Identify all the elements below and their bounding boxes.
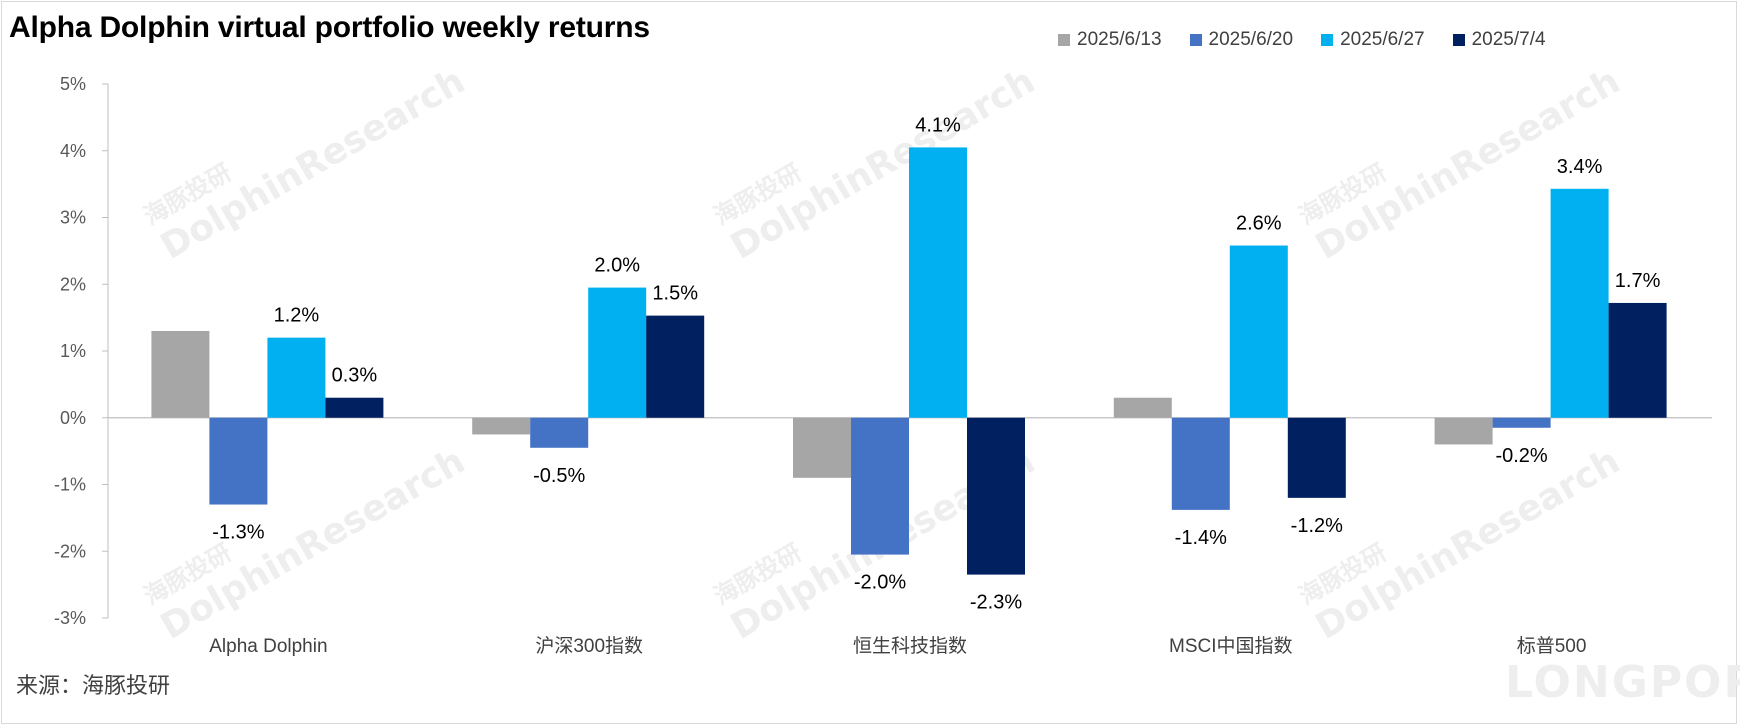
data-label: -2.0% — [854, 572, 906, 594]
watermark-brand-text: DolphinResearch — [1309, 441, 1627, 648]
legend-label: 2025/6/13 — [1077, 29, 1162, 50]
legend-item: 2025/6/27 — [1321, 28, 1425, 52]
bar — [1287, 417, 1346, 498]
watermark-logo-text: LONGPORT — [1505, 657, 1740, 708]
category-label: 沪深300指数 — [535, 635, 643, 657]
y-tick-label: 5% — [60, 74, 86, 94]
data-label: 4.1% — [915, 114, 961, 136]
bar — [209, 417, 268, 505]
bar — [325, 397, 384, 418]
bar — [472, 417, 531, 435]
legend-swatch — [1321, 34, 1334, 46]
data-label: 1.2% — [274, 305, 320, 327]
category-label: Alpha Dolphin — [209, 636, 327, 657]
legend-swatch — [1058, 34, 1070, 46]
bar — [793, 417, 851, 478]
data-label: -1.2% — [1291, 515, 1343, 537]
legend-label: 2025/6/20 — [1208, 29, 1294, 50]
y-tick-label: 3% — [60, 208, 86, 228]
bar — [1229, 245, 1288, 418]
data-labels-layer: -1.3% 1.2% 0.3% -0.5% 2.0% 1.5% -2.0% 4.1% -2.3%… — [212, 114, 1660, 613]
data-label: 0.3% — [332, 365, 378, 387]
legend-swatch — [1189, 34, 1202, 46]
bar — [267, 337, 326, 418]
data-label: -0.5% — [533, 465, 585, 487]
category-labels-layer: Alpha Dolphin 沪深300指数 恒生科技指数 MSCI中国指数 标普500 — [209, 635, 1586, 657]
y-tick-label: 1% — [60, 341, 86, 361]
bar — [646, 315, 705, 418]
data-label: -2.3% — [970, 592, 1022, 614]
data-label: -0.2% — [1495, 445, 1547, 467]
bar — [151, 330, 210, 418]
bar — [909, 147, 967, 418]
legend-item: 2025/6/20 — [1189, 28, 1294, 52]
legend-label: 2025/7/4 — [1471, 29, 1546, 50]
bars-layer — [151, 147, 1667, 575]
chart-title: Alpha Dolphin virtual portfolio weekly r… — [9, 11, 650, 44]
data-label: -1.4% — [1175, 527, 1227, 549]
category-label: 标普500 — [1517, 635, 1587, 657]
data-label: 1.7% — [1615, 270, 1661, 292]
bar — [530, 417, 589, 448]
data-label: 1.5% — [652, 283, 698, 305]
legend: 2025/6/13 2025/6/20 2025/6/27 2025/7/4 — [1058, 28, 1574, 52]
y-tick-label: 4% — [60, 141, 86, 161]
watermark-brand-text: DolphinResearch — [154, 61, 472, 268]
category-label: 恒生科技指数 — [853, 635, 967, 657]
bar — [1434, 417, 1493, 445]
source-note: 来源：海豚投研 — [16, 673, 171, 698]
watermark-brand-text: DolphinResearch — [154, 441, 472, 648]
bar — [1550, 188, 1609, 418]
y-tick-label: -3% — [54, 608, 86, 628]
bar — [851, 417, 909, 555]
y-tick-label: 2% — [60, 274, 86, 294]
bar — [967, 417, 1025, 575]
bar — [588, 287, 647, 418]
bar — [1608, 302, 1667, 418]
legend-swatch — [1452, 34, 1465, 46]
data-label: 3.4% — [1557, 156, 1603, 178]
y-tick-label: 0% — [60, 408, 86, 428]
y-tick-label: -1% — [54, 475, 86, 495]
bar — [1171, 417, 1230, 510]
data-label: 2.0% — [594, 255, 640, 277]
legend-label: 2025/6/27 — [1340, 29, 1425, 50]
legend-item: 2025/6/13 — [1058, 28, 1162, 52]
bar — [1113, 397, 1172, 418]
data-label: 2.6% — [1236, 213, 1282, 235]
y-tick-label: -2% — [54, 541, 86, 561]
data-label: -1.3% — [212, 522, 264, 544]
watermark-brand-text: DolphinResearch — [724, 61, 1042, 268]
legend-item: 2025/7/4 — [1452, 28, 1546, 52]
bar — [1492, 417, 1551, 428]
category-label: MSCI中国指数 — [1169, 635, 1293, 657]
